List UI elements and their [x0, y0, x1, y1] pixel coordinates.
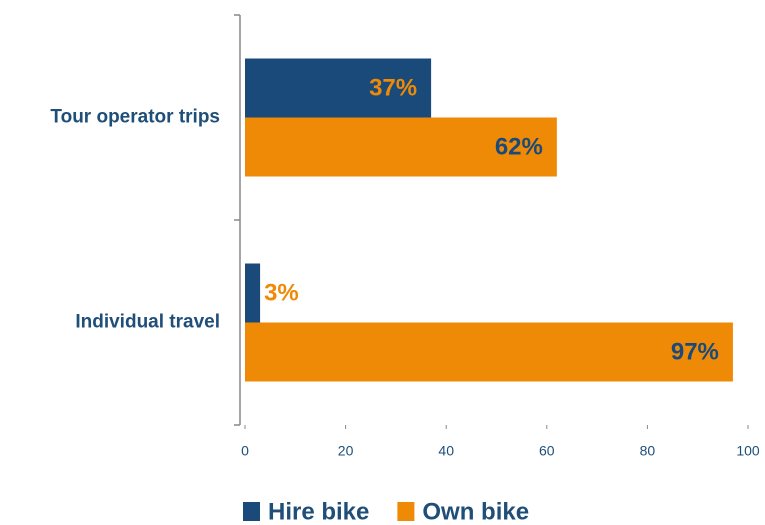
value-label: 62% [495, 133, 543, 160]
x-tick-label: 80 [640, 443, 656, 459]
legend-label: Hire bike [268, 498, 369, 525]
legend-label: Own bike [422, 498, 529, 525]
value-label: 97% [671, 338, 719, 365]
bar [245, 263, 261, 323]
x-tick-label: 40 [438, 443, 454, 459]
category-label: Tour operator trips [50, 107, 220, 128]
bar [245, 117, 557, 177]
value-label: 3% [264, 279, 299, 306]
bar [245, 322, 733, 382]
category-label: Individual travel [75, 312, 220, 333]
x-tick-label: 100 [736, 443, 760, 459]
value-label: 37% [369, 74, 417, 101]
x-tick-label: 60 [539, 443, 555, 459]
x-tick-label: 0 [241, 443, 249, 459]
x-tick-label: 20 [338, 443, 354, 459]
legend-swatch [397, 502, 415, 521]
legend-swatch [243, 502, 260, 521]
bar [245, 58, 432, 118]
